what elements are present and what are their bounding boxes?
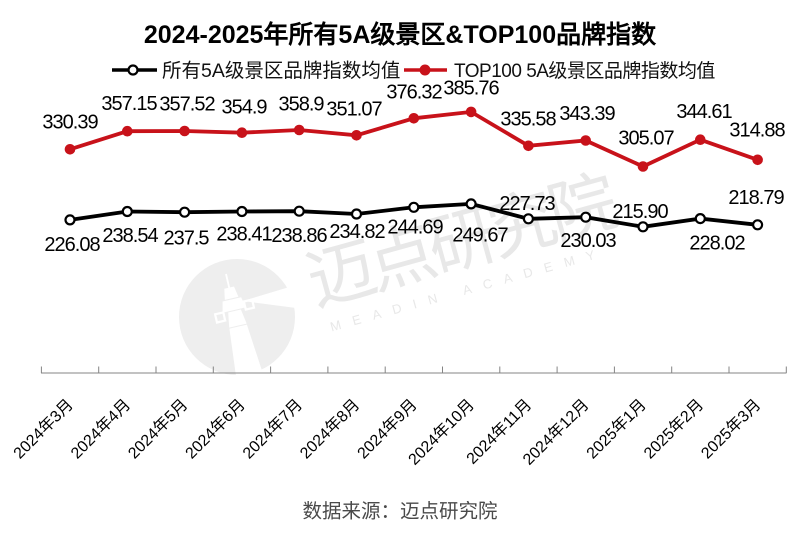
svg-text:385.76: 385.76 [443,78,499,100]
svg-text:343.39: 343.39 [559,103,615,125]
svg-text:244.69: 244.69 [387,217,443,239]
svg-text:226.08: 226.08 [44,234,100,256]
svg-text:数据来源：迈点研究院: 数据来源：迈点研究院 [302,501,497,523]
svg-text:238.41: 238.41 [216,224,272,246]
svg-text:2024-2025年所有5A级景区&TOP100品牌指数: 2024-2025年所有5A级景区&TOP100品牌指数 [144,20,657,49]
svg-text:354.9: 354.9 [221,97,267,119]
svg-text:228.02: 228.02 [689,233,745,255]
svg-text:357.15: 357.15 [101,93,157,115]
svg-text:所有5A级景区品牌指数均值: 所有5A级景区品牌指数均值 [162,60,400,82]
svg-text:TOP100 5A级景区品牌指数均值: TOP100 5A级景区品牌指数均值 [454,60,715,82]
svg-text:238.54: 238.54 [102,225,158,247]
svg-text:358.9: 358.9 [278,94,324,116]
svg-text:237.5: 237.5 [163,228,209,250]
svg-text:344.61: 344.61 [676,101,732,123]
svg-text:314.88: 314.88 [729,120,785,142]
svg-text:230.03: 230.03 [560,230,616,252]
svg-text:249.67: 249.67 [452,225,508,247]
svg-text:357.52: 357.52 [159,94,215,116]
svg-text:330.39: 330.39 [42,112,98,134]
svg-text:215.90: 215.90 [612,201,668,223]
svg-text:218.79: 218.79 [728,187,784,209]
svg-text:376.32: 376.32 [386,82,442,104]
svg-text:227.73: 227.73 [499,193,555,215]
svg-text:234.82: 234.82 [329,221,385,243]
svg-text:238.86: 238.86 [271,225,327,247]
svg-text:335.58: 335.58 [500,109,556,131]
svg-text:305.07: 305.07 [618,128,674,150]
svg-text:351.07: 351.07 [326,99,382,121]
